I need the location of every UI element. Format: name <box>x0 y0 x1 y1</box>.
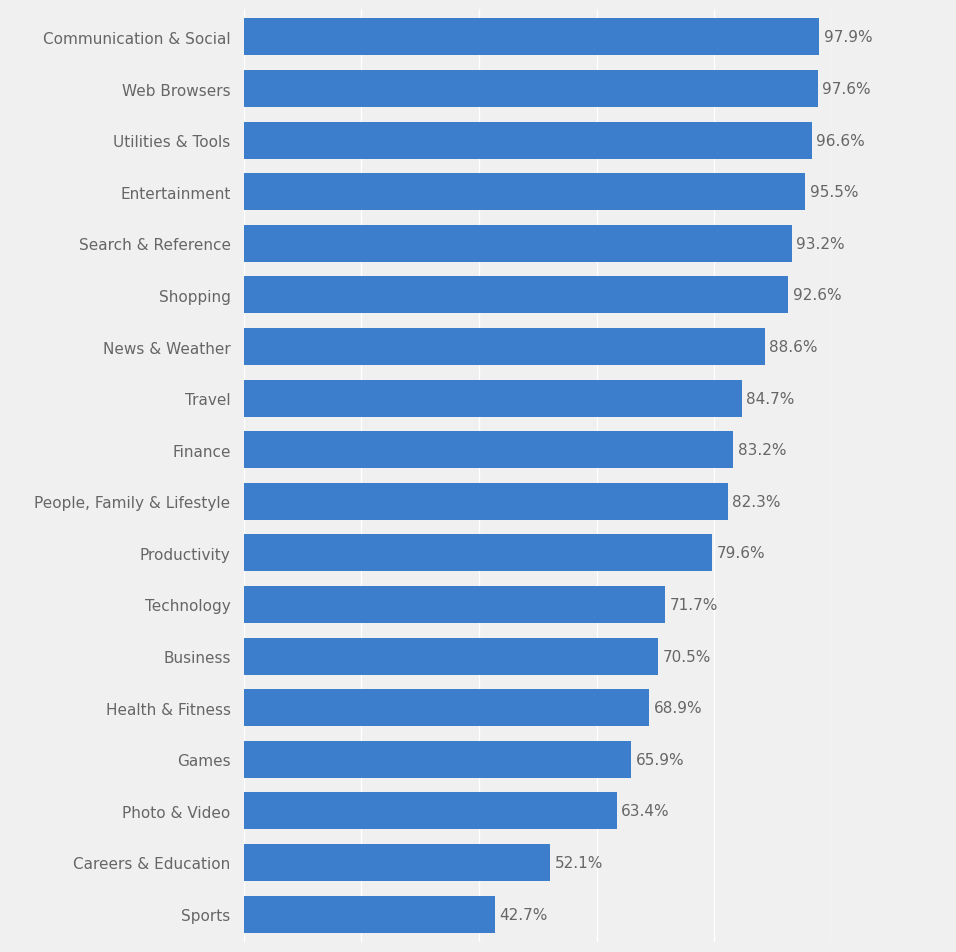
Bar <box>244 431 733 468</box>
Text: 95.5%: 95.5% <box>810 185 858 200</box>
Bar <box>244 226 792 263</box>
Bar <box>244 896 495 933</box>
Text: 65.9%: 65.9% <box>636 752 684 767</box>
Bar <box>244 328 765 366</box>
Text: 96.6%: 96.6% <box>816 133 865 149</box>
Bar <box>244 484 728 521</box>
Bar <box>244 586 665 624</box>
Text: 71.7%: 71.7% <box>670 597 718 612</box>
Text: 52.1%: 52.1% <box>554 855 603 870</box>
Bar <box>244 792 617 829</box>
Bar <box>244 380 742 417</box>
Text: 82.3%: 82.3% <box>732 494 781 509</box>
Bar <box>244 689 649 726</box>
Bar <box>244 123 812 160</box>
Text: 84.7%: 84.7% <box>747 391 794 407</box>
Bar <box>244 277 788 314</box>
Text: 92.6%: 92.6% <box>793 288 841 303</box>
Text: 93.2%: 93.2% <box>796 236 845 251</box>
Text: 88.6%: 88.6% <box>770 340 818 355</box>
Bar <box>244 19 819 56</box>
Text: 97.6%: 97.6% <box>822 82 871 97</box>
Bar <box>244 535 712 572</box>
Bar <box>244 741 631 778</box>
Text: 42.7%: 42.7% <box>500 906 548 922</box>
Text: 79.6%: 79.6% <box>716 545 765 561</box>
Text: 83.2%: 83.2% <box>738 443 786 458</box>
Text: 97.9%: 97.9% <box>824 30 873 46</box>
Text: 70.5%: 70.5% <box>663 649 711 664</box>
Bar <box>244 174 805 211</box>
Text: 68.9%: 68.9% <box>654 701 703 716</box>
Bar <box>244 638 659 675</box>
Text: 63.4%: 63.4% <box>621 803 670 819</box>
Bar <box>244 844 550 882</box>
Bar <box>244 70 817 108</box>
